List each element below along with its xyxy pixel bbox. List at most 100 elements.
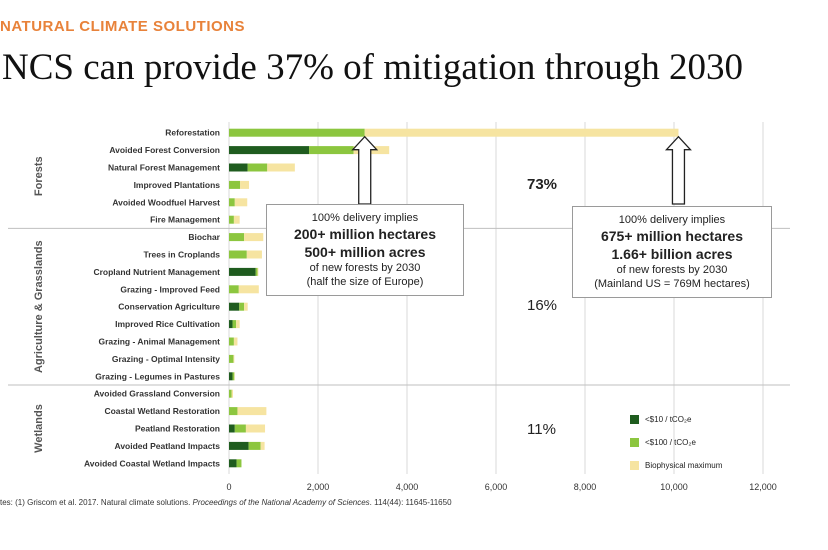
- bar-14-series-0: [229, 372, 233, 381]
- group-label-0: Forests: [33, 156, 45, 196]
- legend-label-mid-cost: <$100 / tCO₂e: [645, 437, 696, 447]
- bar-8-series-2: [257, 267, 259, 276]
- bar-12-series-1: [229, 337, 234, 346]
- legend-label-low-cost: <$10 / tCO₂e: [645, 414, 692, 424]
- bar-8-series-0: [229, 267, 256, 276]
- category-label: Grazing - Improved Feed: [120, 284, 220, 294]
- bar-2-series-2: [267, 163, 295, 172]
- annotation-2-line-4: of new forests by 2030: [616, 264, 728, 276]
- category-label: Avoided Peatland Impacts: [115, 441, 221, 451]
- bar-18-series-2: [260, 441, 265, 450]
- bar-7-series-1: [229, 250, 247, 259]
- forests-percent: 73%: [527, 176, 558, 193]
- bar-12-series-2: [233, 337, 238, 346]
- annotation-2-line-2: 675+ million hectares: [600, 228, 744, 244]
- group-label-2: Wetlands: [33, 404, 45, 453]
- callout-arrow-2: [664, 135, 692, 205]
- wetlands-percent: 11%: [527, 421, 556, 438]
- bar-5-series-2: [233, 215, 240, 224]
- chart-legend: <$10 / tCO₂e <$100 / tCO₂e Biophysical m…: [630, 413, 722, 482]
- bar-8-series-1: [255, 267, 258, 276]
- legend-label-max: Biophysical maximum: [645, 460, 723, 470]
- bar-15-series-1: [229, 389, 232, 398]
- annotation-2-line-5: (Mainland US = 769M hectares): [594, 278, 750, 290]
- bar-11-series-1: [232, 320, 237, 329]
- bar-17-series-0: [229, 424, 235, 433]
- legend-item-mid-cost: <$100 / tCO₂e: [630, 436, 722, 448]
- bar-17-series-2: [245, 424, 266, 433]
- bar-0-series-2: [364, 128, 679, 137]
- bar-6-series-1: [229, 233, 245, 242]
- x-tick-label-8000: 8,000: [574, 482, 597, 492]
- category-label: Grazing - Animal Management: [98, 337, 220, 347]
- x-tick-label-6000: 6,000: [485, 482, 508, 492]
- x-tick-label-4000: 4,000: [396, 482, 419, 492]
- legend-item-max: Biophysical maximum: [630, 459, 722, 471]
- bar-10-series-2: [244, 302, 248, 311]
- bar-13-series-1: [229, 354, 234, 363]
- bar-5-series-1: [229, 215, 234, 224]
- bar-3-series-2: [240, 180, 250, 189]
- page-title: NCS can provide 37% of mitigation throug…: [2, 47, 743, 88]
- legend-swatch-low-cost: [630, 414, 639, 424]
- category-label: Avoided Forest Conversion: [109, 145, 220, 155]
- bar-16-series-1: [229, 407, 238, 416]
- bar-11-series-2: [236, 320, 240, 329]
- footnote: tes: (1) Griscom et al. 2017. Natural cl…: [0, 498, 452, 507]
- bar-19-series-0: [229, 459, 237, 468]
- category-label: Reforestation: [165, 128, 220, 138]
- bar-4-series-1: [229, 198, 235, 207]
- footnote-suffix: . 114(44): 11645-11650: [369, 498, 452, 507]
- annotation-1-line-3: 500+ million acres: [304, 244, 426, 260]
- category-label: Conservation Agriculture: [118, 302, 220, 312]
- category-label: Grazing - Legumes in Pastures: [95, 371, 220, 381]
- category-label: Avoided Woodfuel Harvest: [112, 197, 220, 207]
- category-label: Grazing - Optimal Intensity: [112, 354, 220, 364]
- annotation-callout-1: 100% delivery implies 200+ million hecta…: [266, 204, 464, 296]
- callout-arrow-1: [351, 135, 379, 205]
- bar-9-series-2: [238, 285, 259, 294]
- category-label: Avoided Coastal Wetland Impacts: [84, 458, 220, 468]
- x-tick-label-10000: 10,000: [660, 482, 688, 492]
- category-label: Improved Plantations: [134, 180, 221, 190]
- bar-3-series-1: [229, 180, 241, 189]
- annotation-1-line-4: of new forests by 2030: [309, 262, 421, 274]
- category-label: Trees in Croplands: [143, 250, 220, 260]
- bar-16-series-2: [237, 407, 267, 416]
- annotation-1-line-2: 200+ million hectares: [293, 226, 437, 242]
- bar-1-series-0: [229, 146, 310, 155]
- section-kicker: NATURAL CLIMATE SOLUTIONS: [0, 18, 245, 35]
- bar-15-series-2: [231, 389, 234, 398]
- category-label: Coastal Wetland Restoration: [104, 406, 220, 416]
- legend-swatch-max: [630, 460, 639, 470]
- category-label: Peatland Restoration: [135, 424, 220, 434]
- bar-6-series-2: [244, 233, 264, 242]
- annotation-1-line-1: 100% delivery implies: [311, 212, 419, 224]
- category-label: Improved Rice Cultivation: [115, 319, 220, 329]
- footnote-journal: Proceedings of the National Academy of S…: [192, 498, 370, 507]
- legend-swatch-mid-cost: [630, 437, 639, 447]
- annotation-2-line-1: 100% delivery implies: [618, 214, 726, 226]
- annotation-1-line-5: (half the size of Europe): [306, 276, 424, 288]
- bar-9-series-1: [229, 285, 239, 294]
- bar-13-series-2: [233, 354, 235, 363]
- x-tick-label-0: 0: [226, 482, 231, 492]
- bar-1-series-1: [309, 146, 354, 155]
- category-label: Biochar: [188, 232, 220, 242]
- bar-18-series-0: [229, 441, 249, 450]
- category-label: Avoided Grassland Conversion: [94, 389, 220, 399]
- bar-10-series-1: [239, 302, 245, 311]
- agriculture-percent: 16%: [527, 297, 558, 314]
- bar-2-series-1: [247, 163, 268, 172]
- category-label: Cropland Nutrient Management: [93, 267, 220, 277]
- annotation-2-line-3: 1.66+ billion acres: [611, 246, 733, 262]
- bar-11-series-0: [229, 320, 233, 329]
- bar-19-series-1: [236, 459, 242, 468]
- legend-item-low-cost: <$10 / tCO₂e: [630, 413, 722, 425]
- bar-14-series-1: [232, 372, 235, 381]
- annotation-callout-2: 100% delivery implies 675+ million hecta…: [572, 206, 772, 298]
- bar-17-series-1: [234, 424, 246, 433]
- bar-4-series-2: [234, 198, 248, 207]
- x-tick-label-2000: 2,000: [307, 482, 330, 492]
